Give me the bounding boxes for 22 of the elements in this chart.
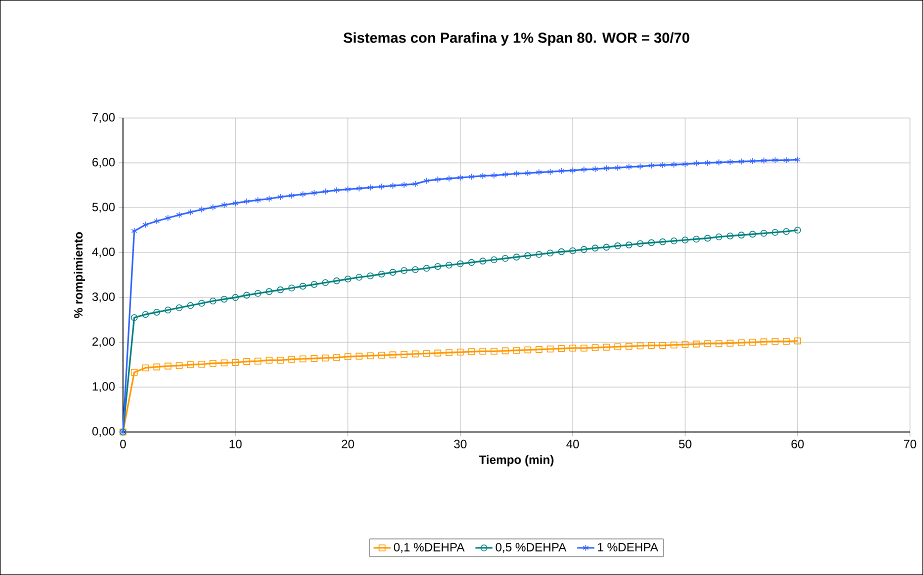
x-tick-label: 10 bbox=[230, 440, 242, 448]
y-axis-title: % rompimiento bbox=[74, 232, 85, 318]
y-tick-label: 3,00 bbox=[92, 292, 115, 302]
y-tick-label: 2,00 bbox=[92, 337, 115, 348]
x-tick-label: 70 bbox=[904, 440, 916, 448]
x-tick-label: 30 bbox=[454, 440, 466, 448]
y-tick-label: 6,00 bbox=[92, 158, 115, 168]
y-tick-label: 4,00 bbox=[92, 248, 115, 258]
x-tick-label: 20 bbox=[342, 440, 354, 448]
legend-label: 0,1 %DEHPA bbox=[394, 542, 465, 553]
y-tick-label: 0,00 bbox=[92, 427, 115, 437]
y-tick-label: 7,00 bbox=[92, 113, 115, 123]
x-tick-label: 0 bbox=[120, 440, 126, 448]
x-tick-label: 50 bbox=[678, 440, 692, 448]
legend-label: 0,5 %DEHPA bbox=[496, 542, 566, 553]
legend-label: 1 %DEHPA bbox=[598, 542, 658, 552]
y-tick-label: 5,00 bbox=[92, 202, 115, 213]
y-tick-label: 1,00 bbox=[92, 382, 115, 392]
x-tick-label: 40 bbox=[566, 440, 579, 448]
x-axis-title: Tiempo (min) bbox=[479, 455, 554, 466]
chart-title: Sistemas con Parafina y 1% Span 80. WOR = 30/70 bbox=[344, 32, 690, 46]
x-tick-label: 60 bbox=[792, 440, 804, 448]
